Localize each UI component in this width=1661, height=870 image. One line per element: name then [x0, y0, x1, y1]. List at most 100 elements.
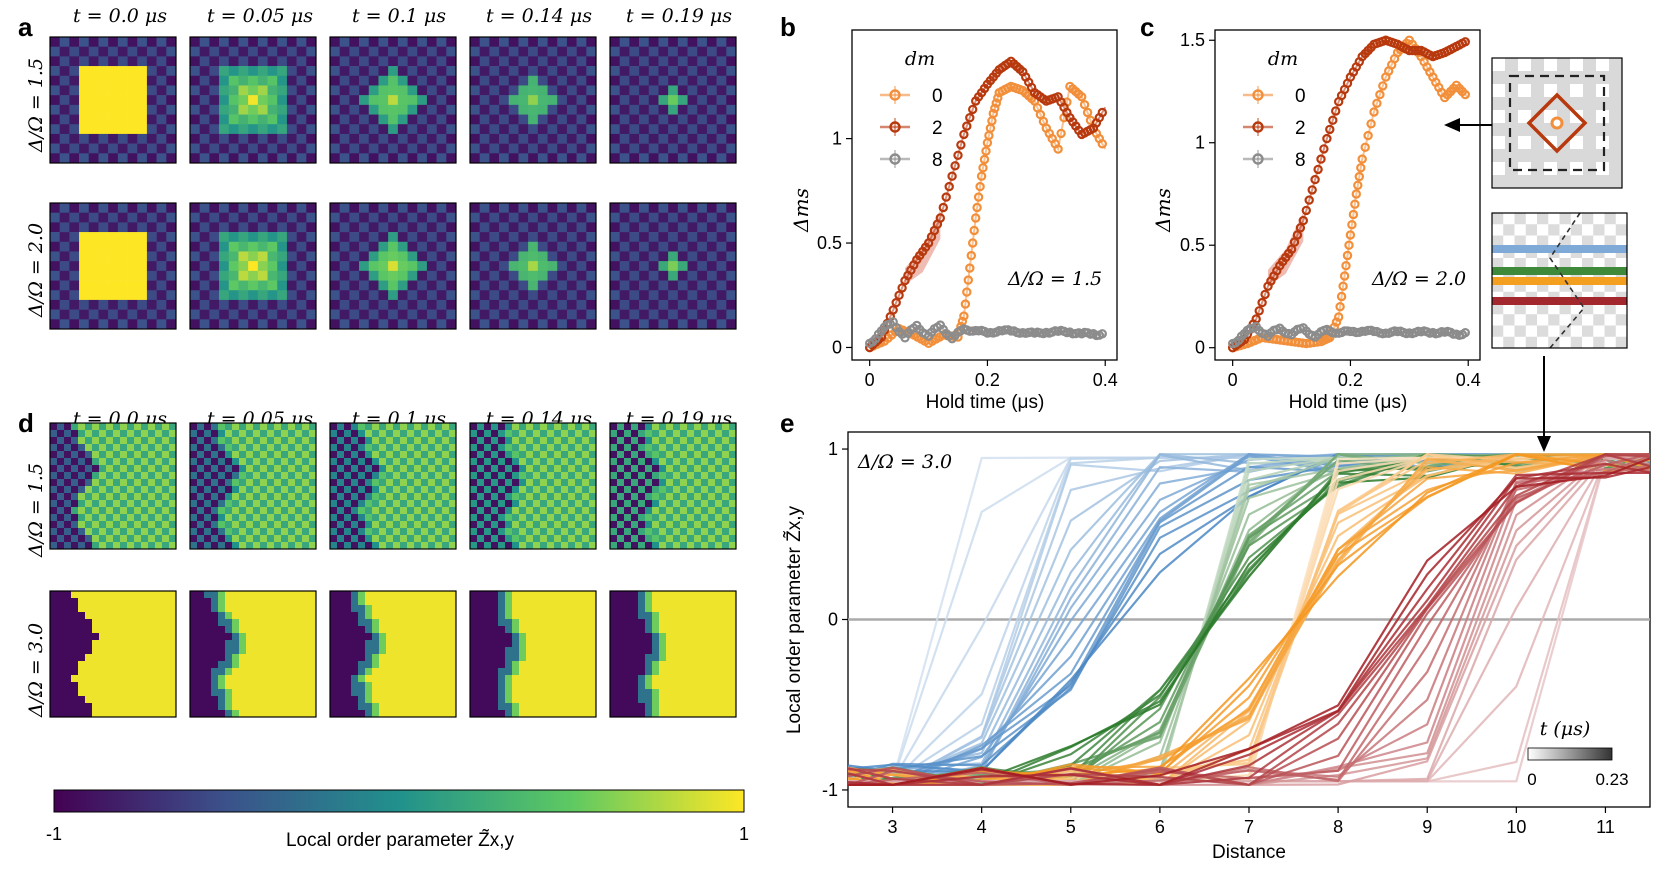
heatmap-cell [566, 85, 577, 96]
heatmap-cell [668, 95, 679, 106]
heatmap-cell [697, 75, 708, 86]
heatmap-cell [106, 654, 114, 662]
heatmap-cell [470, 696, 478, 704]
heatmap-cell [339, 261, 350, 272]
heatmap-cell [330, 640, 338, 648]
heatmap-cell [267, 528, 275, 536]
heatmap-cell [169, 591, 177, 599]
heatmap-cell [330, 528, 338, 536]
panel-label-b: b [780, 12, 796, 42]
heatmap-cell [505, 423, 513, 431]
heatmap-cell [85, 647, 93, 655]
heatmap-cell [648, 270, 659, 281]
heatmap-cell [666, 472, 674, 480]
heatmap-cell [253, 458, 261, 466]
heatmap-cell [386, 444, 394, 452]
heatmap-cell [489, 46, 500, 57]
heatmap-cell [638, 626, 646, 634]
heatmap-cell [715, 703, 723, 711]
heatmap-cell [59, 290, 70, 301]
heatmap-cell [106, 598, 114, 606]
heatmap-cell [228, 280, 239, 291]
heatmap-cell [351, 514, 359, 522]
heatmap-cell [302, 668, 310, 676]
heatmap-cell [197, 682, 205, 690]
heatmap-cell [518, 114, 529, 125]
heatmap-cell [339, 153, 350, 164]
heatmap-cell [209, 251, 220, 262]
heatmap-cell [659, 598, 667, 606]
heatmap-cell [260, 626, 268, 634]
heatmap-cell [619, 203, 630, 213]
heatmap-cell [349, 104, 360, 115]
heatmap-cell [365, 472, 373, 480]
heatmap-cell [677, 290, 688, 301]
heatmap-cell [666, 675, 674, 683]
heatmap-cell [407, 542, 415, 550]
heatmap-cell [169, 500, 177, 508]
heatmap-cell [337, 493, 345, 501]
heatmap-cell [309, 696, 317, 704]
heatmap-cell [108, 124, 119, 135]
heatmap-cell [639, 232, 650, 243]
time-label: t = 0.1 μs [352, 5, 446, 27]
heatmap-cell [648, 85, 659, 96]
heatmap-cell [219, 95, 230, 106]
heatmap-cell [330, 591, 338, 599]
heatmap-cell [722, 493, 730, 501]
heatmap-cell [50, 309, 60, 320]
heatmap-cell [225, 521, 233, 529]
heatmap-cell [141, 633, 149, 641]
heatmap-cell [566, 299, 577, 310]
heatmap-cell [470, 500, 478, 508]
heatmap-cell [499, 95, 510, 106]
heatmap-cell [379, 542, 387, 550]
heatmap-cell [499, 241, 510, 252]
heatmap-cell [659, 507, 667, 515]
heatmap-cell [267, 710, 275, 718]
heatmap-cell [554, 542, 562, 550]
heatmap-cell [295, 619, 303, 627]
heatmap-cell [519, 703, 527, 711]
heatmap-cell [197, 612, 205, 620]
heatmap-frame [469, 590, 597, 718]
heatmap-cell [88, 133, 99, 144]
heatmap-cell [706, 143, 717, 154]
heatmap-cell [141, 486, 149, 494]
heatmap-cell [687, 270, 698, 281]
heatmap-cell [239, 458, 247, 466]
heatmap-cell [127, 104, 138, 115]
heatmap-cell [687, 591, 695, 599]
heatmap-cell [386, 710, 394, 718]
heatmap-cell [295, 647, 303, 655]
heatmap-cell [134, 437, 142, 445]
heatmap-cell [610, 430, 618, 438]
heatmap-cell [351, 500, 359, 508]
heatmap-cell [489, 104, 500, 115]
heatmap-cell [386, 514, 394, 522]
heatmap-cell [659, 696, 667, 704]
heatmap-cell [697, 46, 708, 57]
heatmap-cell [619, 114, 630, 125]
heatmap-cell [528, 319, 539, 330]
heatmap-cell [274, 528, 282, 536]
heatmap-cell [253, 472, 261, 480]
heatmap-cell [78, 542, 86, 550]
heatmap-cell [508, 37, 519, 47]
heatmap-cell [568, 626, 576, 634]
heatmap-cell [687, 85, 698, 96]
heatmap-cell [190, 451, 198, 459]
heatmap-cell [568, 451, 576, 459]
heatmap-cell [372, 647, 380, 655]
heatmap-cell [666, 682, 674, 690]
heatmap-cell [610, 56, 620, 67]
heatmap-cell [648, 280, 659, 291]
heatmap-cell [658, 143, 669, 154]
heatmap-cell [716, 251, 727, 262]
heatmap-cell [64, 696, 72, 704]
heatmap-cell [239, 647, 247, 655]
heatmap-cell [449, 465, 457, 473]
heatmap-cell [519, 605, 527, 613]
heatmap-cell [499, 280, 510, 291]
heatmap-cell [426, 153, 437, 164]
